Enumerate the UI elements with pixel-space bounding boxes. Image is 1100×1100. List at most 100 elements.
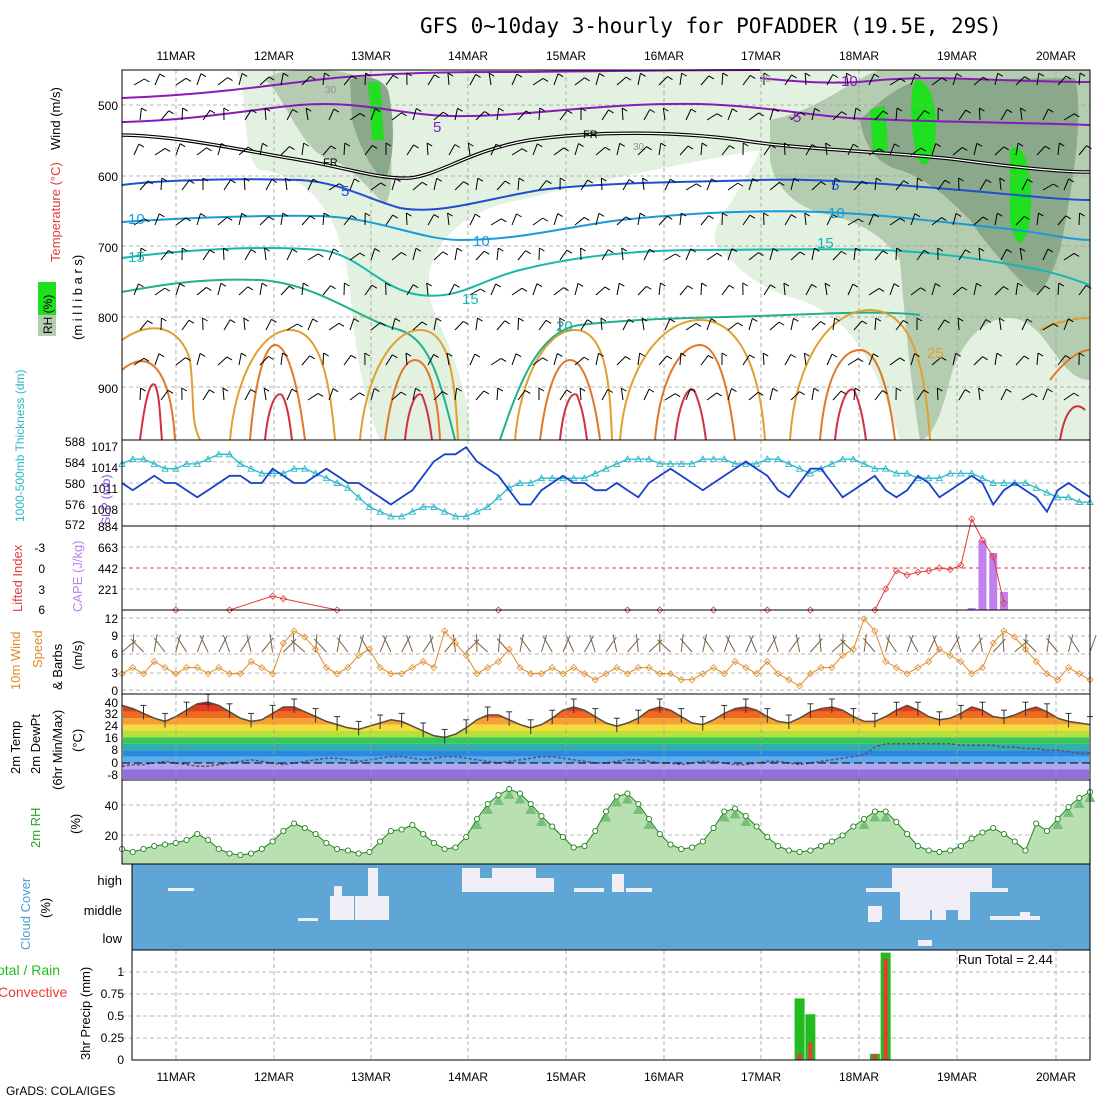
upper-air-panel: -10 -5 5 FR FR 5 5 10 10 10 15 15 15 20 … bbox=[38, 69, 1092, 441]
wind10-barb bbox=[680, 634, 684, 653]
wind-barb-flag bbox=[1079, 212, 1085, 217]
wind-barb bbox=[742, 214, 751, 226]
wind-barb bbox=[874, 317, 877, 331]
wind-barb-flag bbox=[731, 388, 737, 392]
wind-barb-flag bbox=[625, 356, 631, 360]
wind-barb-flag bbox=[188, 179, 195, 184]
thickness-point bbox=[785, 459, 793, 467]
wind10-barb bbox=[1023, 638, 1037, 653]
cloud-block bbox=[900, 892, 930, 920]
wind-barb bbox=[664, 253, 676, 261]
wind-barb bbox=[160, 110, 170, 121]
wind-barb bbox=[685, 108, 692, 121]
wind-speed-point bbox=[182, 664, 191, 672]
wind-barb bbox=[1036, 353, 1039, 366]
wind-barb bbox=[286, 248, 293, 261]
wind-barb bbox=[223, 179, 231, 191]
wind-barb bbox=[511, 287, 523, 296]
wind-barb bbox=[217, 143, 222, 156]
rh2m-point bbox=[355, 850, 362, 857]
wind-barb-flag bbox=[338, 183, 345, 188]
wind-barb-flag bbox=[999, 177, 1006, 182]
wind-barb bbox=[286, 323, 298, 331]
wind-barb-flag bbox=[914, 353, 920, 357]
thickness-point bbox=[376, 507, 384, 515]
wind-barb bbox=[574, 77, 585, 86]
top-date-label: 11MAR bbox=[156, 49, 195, 63]
wind-barb bbox=[196, 147, 207, 156]
wind-barb-flag bbox=[406, 212, 412, 217]
wind-barb bbox=[931, 356, 942, 366]
wind-barb-flag bbox=[371, 144, 378, 149]
lifted-index-point bbox=[806, 606, 814, 614]
wind-barb bbox=[454, 181, 464, 191]
wind-barb-flag bbox=[545, 319, 552, 324]
wind-barb-flag bbox=[521, 148, 528, 153]
wind-barb bbox=[391, 318, 396, 331]
wind-barb-flag bbox=[159, 213, 165, 218]
rh-region-green-2 bbox=[911, 79, 936, 165]
wind-barb bbox=[553, 213, 559, 226]
thickness-point bbox=[881, 464, 890, 472]
wind-barb-flag bbox=[226, 356, 233, 361]
thickness-series-markers bbox=[118, 450, 1094, 520]
contour-15 bbox=[121, 247, 1091, 297]
wind-barb-flag bbox=[140, 247, 147, 252]
wind-barb bbox=[196, 73, 202, 86]
rh2m-point bbox=[248, 850, 255, 857]
wind-barb-flag bbox=[965, 249, 971, 254]
wind-speed-point bbox=[129, 664, 137, 672]
wind-barb-flag bbox=[563, 147, 569, 152]
wind-barb-flag bbox=[426, 142, 433, 147]
precip-convective-bar bbox=[883, 958, 888, 1060]
wind-speed-point bbox=[688, 676, 696, 684]
wind-barb bbox=[910, 73, 916, 86]
wind10-barb bbox=[1002, 634, 1005, 653]
wind-barb-flag bbox=[504, 180, 511, 185]
wind-barb bbox=[238, 73, 243, 86]
wind-barb bbox=[748, 391, 759, 401]
rh2m-point bbox=[721, 808, 728, 815]
wind-barb bbox=[790, 178, 795, 191]
wind-barb bbox=[937, 179, 946, 191]
thickness-point bbox=[677, 459, 686, 467]
wind-barb-flag bbox=[1020, 107, 1026, 112]
wind-barb-flag bbox=[790, 214, 797, 219]
rh2m-point bbox=[473, 815, 480, 823]
wind-barb-flag bbox=[824, 282, 831, 287]
wind-speed-point bbox=[925, 657, 933, 666]
wind-speed-point bbox=[720, 670, 728, 678]
slp-right-ticks: 1017 1014 1011 1008 bbox=[91, 440, 118, 517]
wind-barb bbox=[280, 353, 283, 366]
rh2m-point bbox=[635, 800, 642, 808]
thickness-point bbox=[860, 459, 868, 467]
wind-speed-point bbox=[968, 670, 976, 678]
thickness-point bbox=[763, 455, 772, 463]
wind-barb-flag bbox=[640, 72, 646, 77]
wind-barb bbox=[133, 218, 145, 226]
wind10-barb bbox=[932, 635, 940, 653]
wind-barb-flag bbox=[604, 286, 611, 291]
wind10-barb bbox=[725, 636, 736, 653]
li-tick-3: 3 bbox=[38, 583, 45, 597]
wind-barb bbox=[706, 252, 718, 261]
wind10-barb bbox=[336, 634, 341, 653]
chart-title: GFS 0~10day 3-hourly for POFADDER (19.5E… bbox=[420, 14, 1002, 38]
wind-barb-flag bbox=[1017, 142, 1024, 147]
temperature-band bbox=[123, 769, 1089, 779]
wind10-barb bbox=[1046, 634, 1050, 653]
rh2m-ticks: 40 20 bbox=[105, 799, 119, 843]
wind-barb bbox=[154, 353, 160, 366]
wind10-barb bbox=[1089, 634, 1097, 653]
wind-barb bbox=[412, 108, 417, 121]
wind-speed-point bbox=[892, 664, 900, 672]
wind-barb bbox=[826, 74, 834, 86]
lifted-index-point bbox=[709, 606, 718, 614]
wind-barb-flag bbox=[1017, 282, 1023, 287]
wind10-barb bbox=[199, 635, 209, 653]
thk-tick-588: 588 bbox=[65, 435, 85, 449]
wind-barb-flag bbox=[804, 72, 811, 77]
thickness-point bbox=[688, 459, 696, 467]
wind-barb bbox=[406, 284, 414, 296]
wind10-barb bbox=[702, 636, 714, 653]
